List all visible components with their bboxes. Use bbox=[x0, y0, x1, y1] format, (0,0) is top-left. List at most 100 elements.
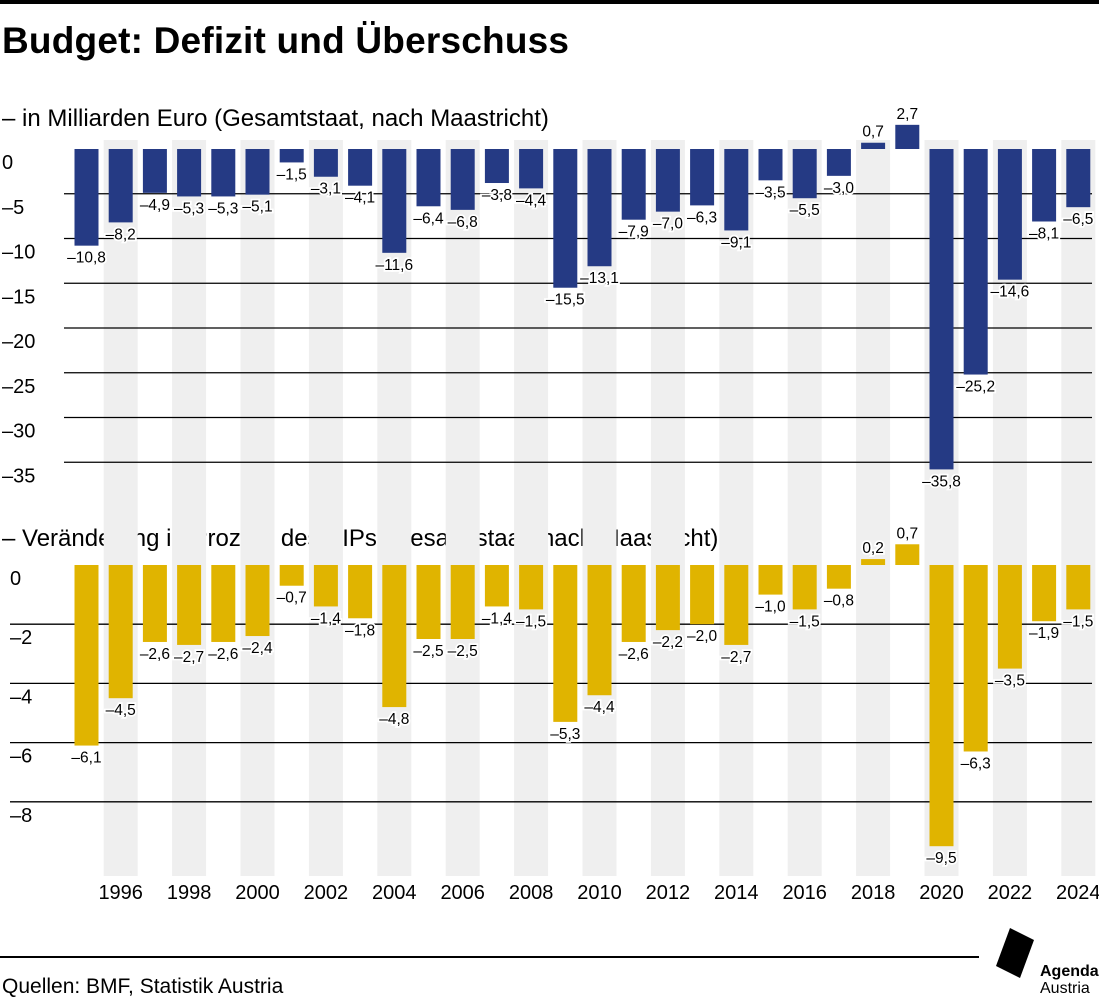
panel-1-ytick-label: –5 bbox=[2, 197, 24, 219]
panel-1-bar-2020 bbox=[929, 149, 954, 470]
x-tick-label-2000: 2000 bbox=[235, 882, 280, 904]
panel-2-ytick-label: –4 bbox=[10, 686, 32, 708]
panel-1-bar-1997 bbox=[142, 149, 167, 193]
panel-2-value-label-2016: –1,5 bbox=[790, 613, 820, 630]
panel-1-value-label-2013: –6,3 bbox=[687, 209, 717, 226]
panel-2-value-label-2006: –2,5 bbox=[448, 643, 478, 660]
panel-1-bar-2022 bbox=[997, 149, 1022, 280]
panel-2-value-label-2020: –9,5 bbox=[926, 850, 956, 867]
panel-2-value-label-2010: –4,4 bbox=[584, 699, 615, 716]
x-tick-label-2004: 2004 bbox=[372, 882, 417, 904]
panel-2-value-label-2002: –1,4 bbox=[311, 610, 342, 627]
panel-2-bar-2017 bbox=[826, 565, 851, 589]
panel-1-bar-2005 bbox=[416, 149, 441, 207]
agenda-austria-logo bbox=[996, 928, 1034, 978]
year-stripe-2024 bbox=[1061, 140, 1096, 876]
panel-2-bar-2021 bbox=[963, 565, 988, 752]
panel-2-value-label-2019: 0,7 bbox=[897, 525, 919, 542]
panel-1-bar-2006 bbox=[450, 149, 475, 210]
panel-1-bar-2023 bbox=[1032, 149, 1057, 222]
panel-1-value-label-2012: –7,0 bbox=[653, 216, 684, 233]
panel-2-value-label-2005: –2,5 bbox=[413, 643, 443, 660]
panel-1-value-label-2008: –4,4 bbox=[516, 192, 547, 209]
panel-1-value-label-2009: –15,5 bbox=[546, 292, 585, 309]
panel-1-bar-2001 bbox=[279, 149, 304, 163]
panel-1-value-label-2001: –1,5 bbox=[277, 166, 307, 183]
panel-2-bar-2008 bbox=[519, 565, 544, 610]
x-tick-label-2008: 2008 bbox=[509, 882, 554, 904]
panel-1-bar-2012 bbox=[655, 149, 680, 212]
chart-canvas: 0–5–10–15–20–25–30–35–10,8–8,2–4,9 –5,3 –5… bbox=[2, 104, 1099, 904]
panel-1-bar-2019 bbox=[895, 124, 920, 149]
x-tick-label-2012: 2012 bbox=[646, 882, 691, 904]
panel-2-bar-1999 bbox=[211, 565, 236, 642]
panel-1-value-label-2006: –6,8 bbox=[448, 214, 478, 231]
panel-1-value-label-2020: –35,8 bbox=[922, 473, 961, 490]
panel-2-bar-2004 bbox=[382, 565, 407, 708]
panel-2-bar-2007 bbox=[484, 565, 509, 607]
panel-2-value-label-1997: –2,6 bbox=[140, 646, 170, 663]
panel-1-bar-2018 bbox=[861, 142, 886, 149]
year-stripe-2018 bbox=[856, 140, 891, 876]
x-tick-label-2016: 2016 bbox=[782, 882, 827, 904]
panel-2-bar-2009 bbox=[553, 565, 578, 722]
panel-1-bar-2009 bbox=[553, 149, 578, 288]
panel-1-bar-2015 bbox=[758, 149, 783, 181]
panel-2-bar-2020 bbox=[929, 565, 954, 847]
panel-2-bar-2015 bbox=[758, 565, 783, 595]
year-stripe-2004 bbox=[377, 140, 412, 876]
panel-2-ytick-label: 0 bbox=[10, 568, 21, 590]
panel-2-bar-2005 bbox=[416, 565, 441, 639]
year-stripe-2006 bbox=[445, 140, 480, 876]
panel-2-value-label-1996: –4,5 bbox=[106, 702, 136, 719]
panel-2-value-label-2021: –6,3 bbox=[961, 755, 991, 772]
logo-line-2: Austria bbox=[1040, 980, 1090, 997]
x-tick-label-2010: 2010 bbox=[577, 882, 622, 904]
panel-1-value-label-2004: –11,6 bbox=[375, 257, 413, 274]
panel-2-value-label-1999: –2,6 bbox=[208, 646, 238, 663]
panel-2-value-label-2004: –4,8 bbox=[379, 711, 409, 728]
panel-1-bar-2014 bbox=[724, 149, 749, 231]
panel-2-bar-2024 bbox=[1066, 565, 1091, 610]
year-stripe-2012 bbox=[650, 140, 685, 876]
panel-1-value-label-1999: –5,3 bbox=[208, 200, 238, 217]
panel-1-value-label-2019: 2,7 bbox=[897, 106, 919, 123]
panel-2-value-label-2000: –2,4 bbox=[242, 640, 273, 657]
panel-1-bar-2004 bbox=[382, 149, 407, 253]
panel-2-ytick-label: –6 bbox=[10, 746, 32, 768]
panel-2-bar-1997 bbox=[142, 565, 167, 642]
panel-1-value-label-2024: –6,5 bbox=[1063, 211, 1093, 228]
x-tick-label-2006: 2006 bbox=[440, 882, 485, 904]
year-stripe-1998 bbox=[172, 140, 207, 876]
panel-2-bar-2011 bbox=[621, 565, 646, 642]
panel-2-bar-1996 bbox=[108, 565, 133, 699]
panel-2-ytick-label: –2 bbox=[10, 627, 32, 649]
panel-1-value-label-2011: –7,9 bbox=[619, 224, 649, 241]
year-stripe-2002 bbox=[308, 140, 343, 876]
x-tick-label-2020: 2020 bbox=[919, 882, 964, 904]
panel-1-value-label-2023: –8,1 bbox=[1029, 225, 1059, 242]
panel-1-value-label-2007: –3,8 bbox=[482, 187, 512, 204]
x-tick-label-2024: 2024 bbox=[1056, 882, 1099, 904]
panel-2-value-label-1998: –2,7 bbox=[174, 649, 204, 666]
panel-2-bar-1998 bbox=[177, 565, 202, 645]
x-tick-label-2014: 2014 bbox=[714, 882, 759, 904]
panel-1-bar-1998 bbox=[177, 149, 202, 197]
panel-2-bar-2012 bbox=[655, 565, 680, 631]
panel-1-value-label-2005: –6,4 bbox=[413, 210, 444, 227]
panel-1-value-label-2017: –3,0 bbox=[824, 180, 855, 197]
panel-1-ytick-label: –35 bbox=[2, 465, 35, 487]
panel-2-value-label-2022: –3,5 bbox=[995, 673, 1025, 690]
panel-2-value-label-2014: –2,7 bbox=[721, 649, 751, 666]
panel-2-value-label-2017: –0,8 bbox=[824, 593, 854, 610]
chart-title: Budget: Defizit und Überschuss bbox=[2, 20, 570, 61]
panel-2-bar-2014 bbox=[724, 565, 749, 645]
footer-rule bbox=[0, 956, 979, 958]
panel-2-value-label-2008: –1,5 bbox=[516, 613, 546, 630]
panel-2-value-label-2009: –5,3 bbox=[550, 726, 580, 743]
x-tick-label-2022: 2022 bbox=[988, 882, 1033, 904]
year-stripe-2000 bbox=[240, 140, 275, 876]
panel-2-bar-2018 bbox=[861, 559, 886, 565]
panel-2-value-label-2015: –1,0 bbox=[755, 599, 786, 616]
panel-1-value-label-1996: –8,2 bbox=[106, 226, 136, 243]
